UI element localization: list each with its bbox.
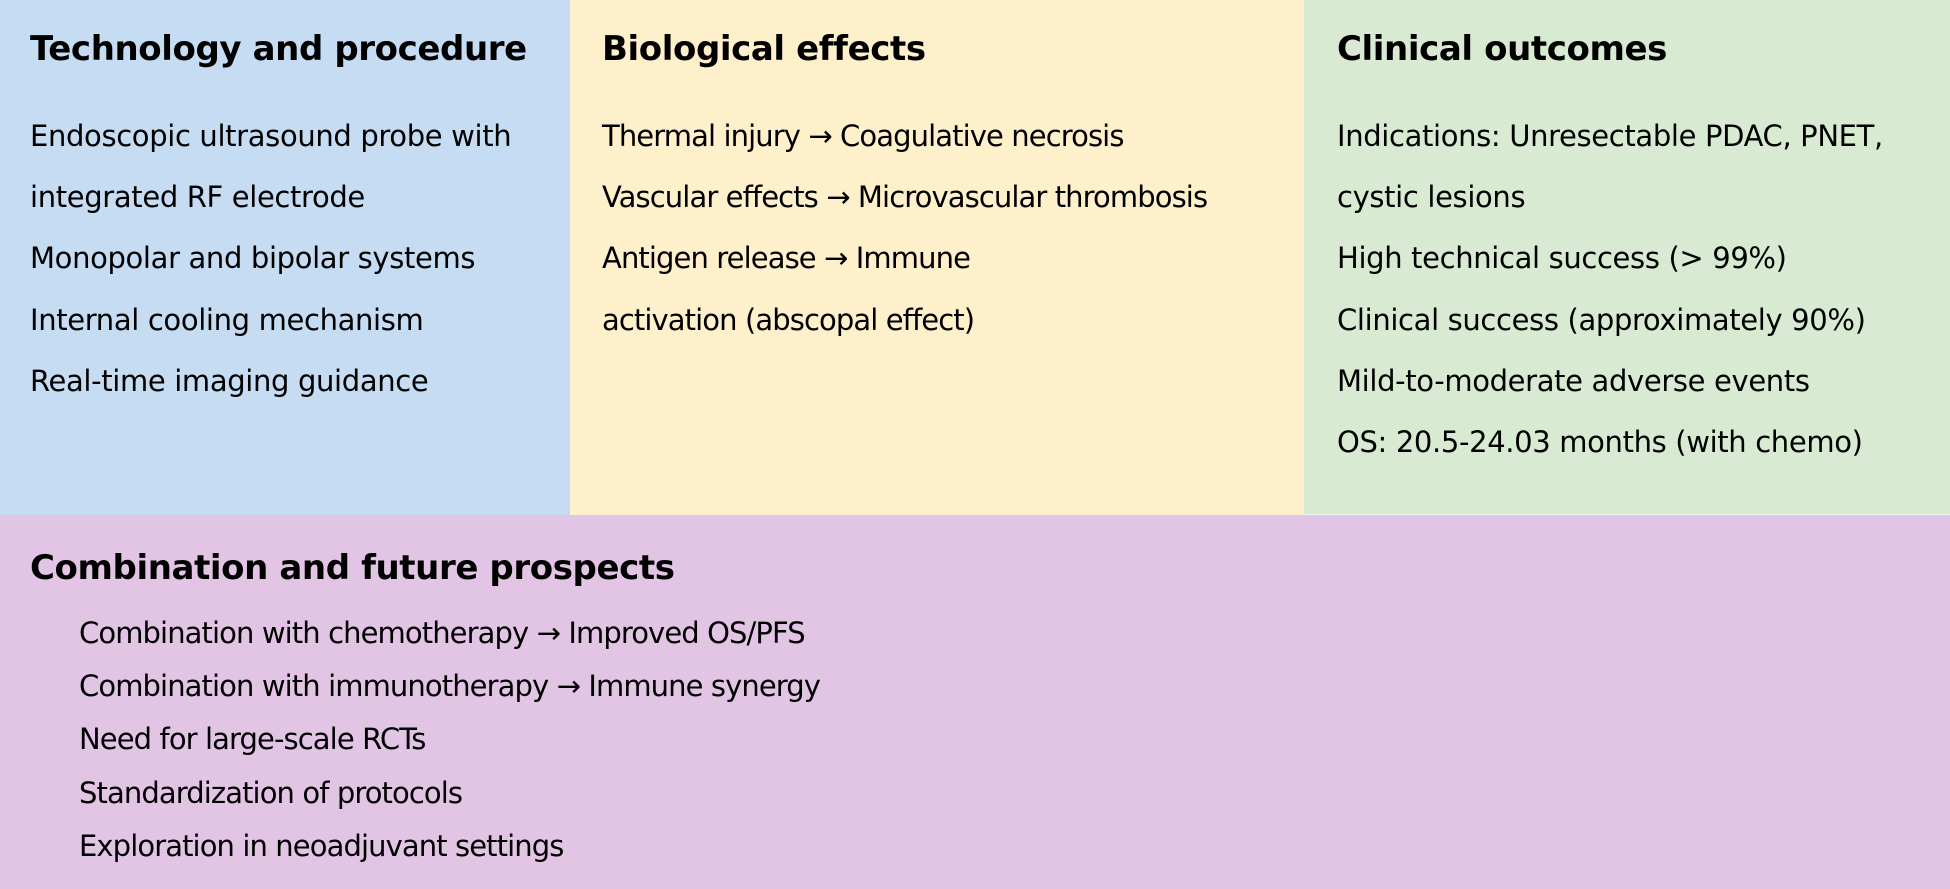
list-item: Combination with chemotherapy → Improved… bbox=[79, 616, 806, 650]
panel-title: Combination and future prospects bbox=[30, 548, 675, 588]
list-item: Exploration in neoadjuvant settings bbox=[79, 828, 564, 863]
list-item: Mild-to-moderate adverse events bbox=[1337, 363, 1810, 398]
list-item: Need for large-scale RCTs bbox=[79, 722, 426, 757]
panel-divider bbox=[1304, 514, 1950, 515]
list-item: Clinical success (approximately 90%) bbox=[1337, 302, 1866, 337]
clinical-outcomes-panel: Clinical outcomes Indications: Unresecta… bbox=[1304, 0, 1950, 514]
list-item: Thermal injury → Coagulative necrosis bbox=[602, 119, 1124, 153]
list-item: Endoscopic ultrasound probe with integra… bbox=[30, 119, 512, 215]
panel-title: Biological effects bbox=[602, 29, 926, 69]
list-item: Standardization of protocols bbox=[79, 775, 463, 810]
list-item: OS: 20.5-24.03 months (with chemo) bbox=[1337, 425, 1863, 460]
list-item: Monopolar and bipolar systems bbox=[30, 241, 476, 276]
combination-item-list: Combination with chemotherapy → Improved… bbox=[79, 607, 1879, 873]
list-item: Vascular effects → Microvascular thrombo… bbox=[602, 180, 1208, 215]
combination-and-future-prospects-panel: Combination and future prospects Combina… bbox=[0, 515, 1950, 889]
biological-item-list: Thermal injury → Coagulative necrosis Va… bbox=[602, 106, 1302, 351]
list-item: Indications: Unresectable PDAC, PNET, cy… bbox=[1337, 119, 1883, 215]
list-item: Combination with immunotherapy → Immune … bbox=[79, 669, 821, 704]
panel-title: Technology and procedure bbox=[30, 29, 527, 69]
biological-effects-panel: Biological effects Thermal injury → Coag… bbox=[570, 0, 1304, 515]
clinical-item-list: Indications: Unresectable PDAC, PNET, cy… bbox=[1337, 106, 1947, 473]
list-item: Real-time imaging guidance bbox=[30, 363, 429, 398]
list-item: High technical success (> 99%) bbox=[1337, 241, 1787, 276]
list-item: Antigen release → Immune activation (abs… bbox=[602, 241, 975, 337]
technology-and-procedure-panel: Technology and procedure Endoscopic ultr… bbox=[0, 0, 570, 515]
technology-item-list: Endoscopic ultrasound probe with integra… bbox=[30, 106, 560, 412]
list-item: Internal cooling mechanism bbox=[30, 302, 424, 337]
panel-title: Clinical outcomes bbox=[1337, 29, 1667, 69]
